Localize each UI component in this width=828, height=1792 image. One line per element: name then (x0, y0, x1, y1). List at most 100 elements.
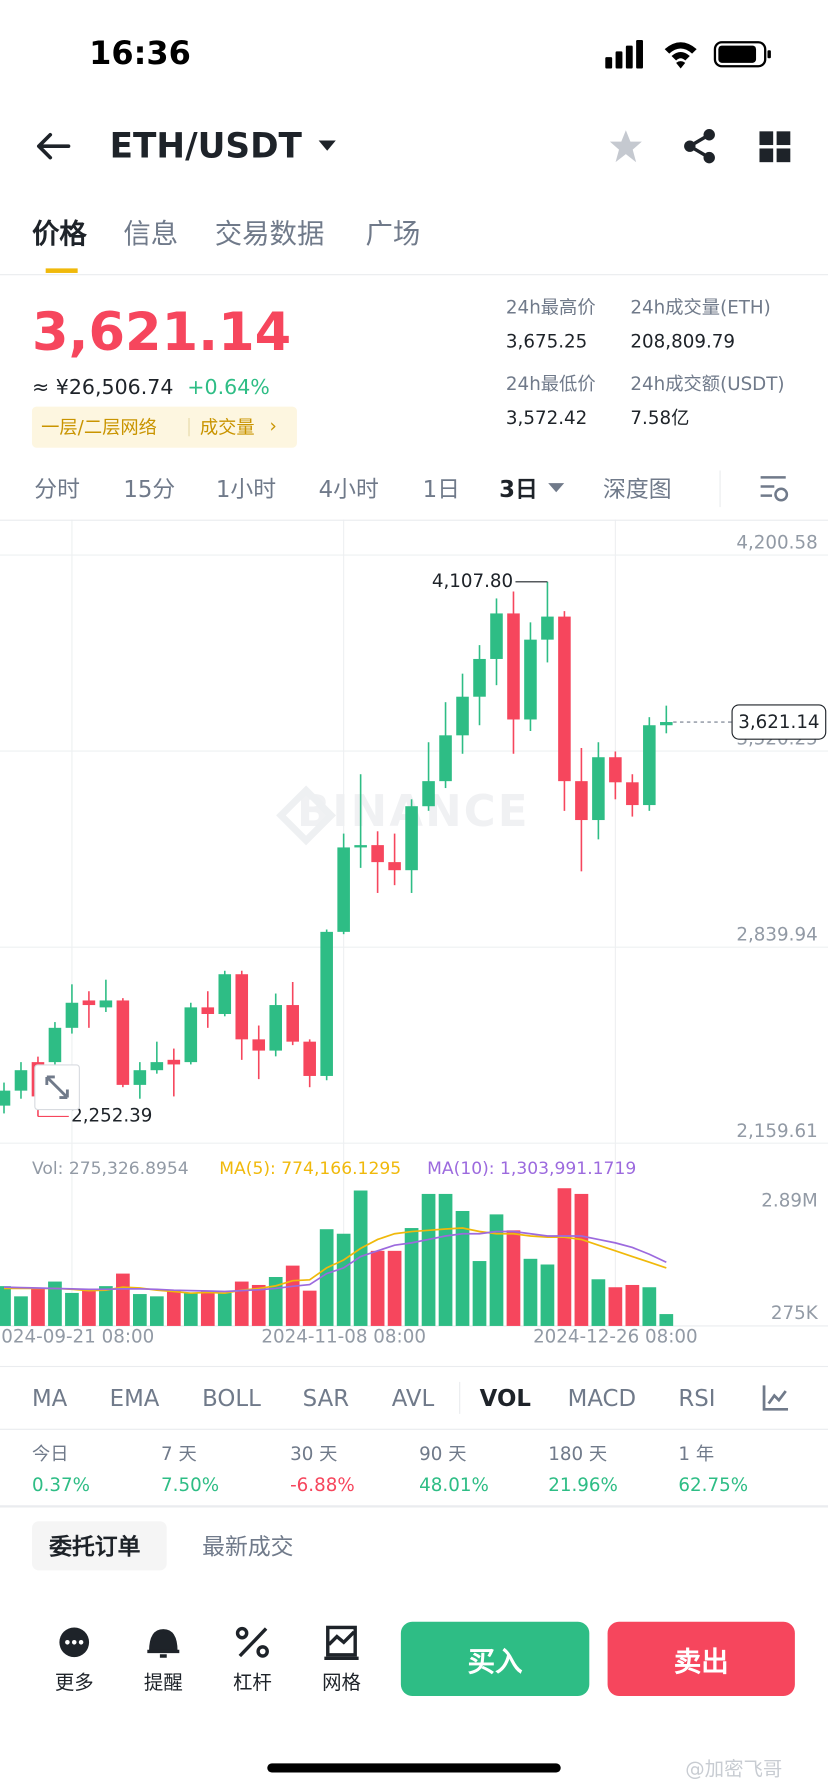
indicator[interactable]: AVL (391, 1384, 435, 1412)
performance-value: 7.50% (161, 1473, 220, 1496)
separator (459, 1381, 461, 1414)
indicator[interactable]: MACD (567, 1384, 637, 1412)
y-tick-label: 4,200.58 (736, 533, 817, 554)
action-label[interactable]: 提醒 (143, 1671, 183, 1695)
action-label[interactable]: 更多 (54, 1671, 94, 1695)
tag[interactable]: 成交量 (199, 416, 255, 438)
order-tab[interactable]: 委托订单 (49, 1532, 141, 1561)
x-tick-label: 2024-09-21 08:00 (0, 1326, 154, 1347)
volume-bar (319, 1229, 334, 1326)
buy-button[interactable]: 买入 (400, 1621, 590, 1696)
candle-body (218, 974, 232, 1014)
volume-bar (133, 1294, 147, 1326)
back-button[interactable] (34, 129, 80, 163)
indicator-active[interactable]: VOL (479, 1384, 531, 1412)
volume-bar (421, 1193, 436, 1326)
performance-label: 7 天 (161, 1442, 197, 1465)
volume-bar (336, 1233, 351, 1326)
indicator[interactable]: EMA (109, 1384, 160, 1412)
volume-bar (438, 1193, 453, 1326)
divider (0, 519, 828, 521)
tab[interactable]: 广场 (365, 217, 421, 250)
volume-bar (183, 1292, 198, 1326)
candle-body (439, 735, 452, 782)
favorite-icon[interactable] (608, 128, 645, 165)
volume-tick-label: 275K (771, 1303, 819, 1324)
tag-chevron: › (269, 415, 277, 437)
volume-bar (65, 1292, 79, 1326)
tab[interactable]: 交易数据 (214, 217, 325, 250)
performance-value: 21.96% (548, 1473, 618, 1496)
candle-body (65, 1002, 79, 1028)
candle-body (643, 725, 656, 806)
grid-icon[interactable] (758, 130, 792, 164)
candle-body (541, 616, 554, 640)
price-change: +0.64% (187, 375, 270, 400)
interval[interactable]: 4小时 (318, 475, 379, 503)
interval-dropdown[interactable] (547, 481, 565, 495)
stat-label: 24h最高价 (505, 296, 596, 318)
performance-label: 90 天 (419, 1442, 467, 1465)
pair-dropdown[interactable] (316, 138, 339, 154)
candle-body (626, 782, 639, 806)
interval[interactable]: 15分 (123, 475, 176, 503)
volume-bar (31, 1288, 45, 1326)
low-label: 2,252.39 (71, 1105, 152, 1126)
sell-button[interactable]: 卖出 (607, 1621, 795, 1696)
indicator[interactable]: BOLL (202, 1384, 261, 1412)
candle-body (14, 1070, 28, 1091)
interval[interactable]: 1日 (422, 475, 460, 503)
last-price-tag-label: 3,621.14 (738, 712, 819, 733)
last-price: 3,621.14 (31, 300, 292, 363)
volume-bar (608, 1287, 623, 1326)
candle-body (0, 1090, 11, 1106)
candle-body (388, 862, 401, 871)
share-icon[interactable] (682, 128, 719, 165)
candle-body (303, 1041, 316, 1076)
volume-bar (370, 1250, 385, 1326)
volume-bar (574, 1193, 589, 1326)
x-tick-label: 2024-12-26 08:00 (533, 1326, 698, 1347)
indicator[interactable]: MA (31, 1384, 68, 1412)
indicator-settings[interactable] (761, 1383, 791, 1413)
volume-bar (14, 1296, 28, 1326)
candle-body (116, 1000, 130, 1085)
candle-body (286, 1005, 299, 1042)
performance-label: 180 天 (548, 1442, 608, 1465)
status-icons (605, 39, 771, 69)
interval-active[interactable]: 3日 (499, 475, 538, 503)
tag[interactable]: 一层/二层网络 (41, 416, 157, 438)
candle-body (269, 1005, 282, 1051)
ma5-label: MA(5): 774,166.1295 (219, 1158, 402, 1179)
last-price-tag (731, 704, 827, 740)
order-tab[interactable]: 最新成交 (202, 1532, 294, 1561)
volume-bar (591, 1279, 606, 1326)
volume-bar (642, 1287, 657, 1326)
divider (0, 1428, 828, 1430)
action-label[interactable]: 杠杆 (232, 1671, 272, 1695)
candle-body (473, 658, 486, 697)
tag-box[interactable] (31, 406, 297, 448)
chart-settings-icon[interactable] (758, 474, 790, 504)
expand-icon (45, 1075, 69, 1099)
interval[interactable]: 1小时 (215, 475, 277, 503)
volume-bar (387, 1250, 402, 1326)
indicator[interactable]: RSI (678, 1384, 716, 1412)
pair-title[interactable]: ETH/USDT (109, 126, 302, 167)
indicator[interactable]: SAR (302, 1384, 350, 1412)
y-tick-label: 2,159.61 (736, 1121, 817, 1142)
action-label[interactable]: 网格 (322, 1671, 361, 1695)
candle-body (252, 1039, 266, 1051)
performance-label: 30 天 (290, 1442, 338, 1465)
expand-button[interactable] (34, 1064, 80, 1111)
stat-value: 208,809.79 (630, 330, 736, 353)
tab[interactable]: 信息 (123, 217, 179, 250)
interval[interactable]: 分时 (34, 475, 80, 503)
interval[interactable]: 深度图 (603, 475, 672, 503)
order-tab-bg[interactable] (31, 1521, 167, 1571)
volume-bar (217, 1292, 232, 1326)
tab[interactable]: 价格 (31, 217, 87, 250)
volume-bar (404, 1228, 419, 1326)
